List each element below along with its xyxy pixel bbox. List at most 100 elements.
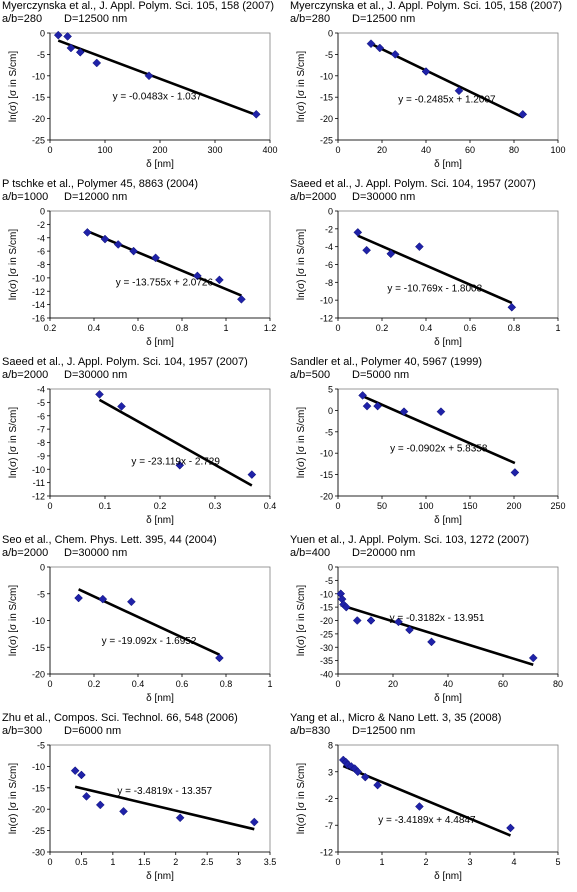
data-point <box>151 253 160 263</box>
x-tick-label: 0 <box>47 857 52 867</box>
y-tick-label: -5 <box>37 589 45 599</box>
x-tick-label: 20 <box>388 679 398 689</box>
equation-label: y = -19.092x - 1.6952 <box>102 636 197 647</box>
data-point <box>507 302 517 312</box>
chart-panel: Yang et al., Micro & Nano Lett. 3, 35 (2… <box>288 712 576 890</box>
x-tick-label: 0 <box>47 501 52 511</box>
y-tick-label: -20 <box>320 616 333 626</box>
y-axis-label: ln(σ) [σ in S/cm] <box>296 763 307 834</box>
y-tick-label: -14 <box>32 300 45 310</box>
data-point <box>454 86 464 96</box>
data-point <box>74 593 83 603</box>
aspect-ratio-label: a/b=280 <box>290 13 331 25</box>
scatter-plot: 8 3 -2 -7 -120 1 2 3 4 5 δ [nm] ln(σ) [σ in S/cm] y … <box>296 741 561 883</box>
y-axis-label: ln(σ) [σ in S/cm] <box>8 763 19 834</box>
scatter-plot: -4 -5 -6 -7 -8 -9 -10 -11 -120 0.1 0.2 0.3 0.4 δ [nm]… <box>8 385 276 527</box>
diameter-label: D=30000 nm <box>64 369 128 381</box>
chart-title: Myerczynska et al., J. Appl. Polym. Sci.… <box>290 0 563 12</box>
x-tick-label: 400 <box>262 145 277 155</box>
y-tick-label: -16 <box>32 314 45 324</box>
y-tick-label: 0 <box>40 563 45 573</box>
y-tick-label: 0 <box>40 29 45 39</box>
data-point <box>95 389 104 399</box>
data-point <box>436 407 446 417</box>
data-point <box>237 294 246 304</box>
x-tick-label: 250 <box>550 501 565 511</box>
y-tick-label: -12 <box>320 314 333 324</box>
y-tick-label: -4 <box>325 242 333 252</box>
y-tick-label: -20 <box>320 114 333 124</box>
y-axis-label: ln(σ) [σ in S/cm] <box>296 407 307 478</box>
equation-label: y = -0.0902x + 5.8358 <box>390 444 488 455</box>
y-tick-label: -15 <box>32 93 45 103</box>
data-point <box>510 468 520 477</box>
x-tick-label: 0.4 <box>88 323 101 333</box>
x-tick-label: 0 <box>335 679 340 689</box>
y-tick-label: -8 <box>37 438 45 448</box>
fit-line <box>362 395 516 465</box>
y-tick-label: -5 <box>325 576 333 586</box>
x-tick-label: 20 <box>377 145 387 155</box>
data-point <box>129 246 138 256</box>
plot-frame <box>337 32 559 141</box>
scatter-plot: 0-2-4-6-8-10-120 0.2 0.4 0.6 0.8 1δ [nm]ln(σ)… <box>296 207 561 349</box>
scatter-plot: 0 -2 -4 -6 -8 -10 -12 -14 -160.2 0.4 0.6 0.8 1 1.2 δ [… <box>8 207 277 349</box>
data-point <box>92 58 102 68</box>
scatter-plot: 0-5-10-15-20-25-30-35-400 20 40 60 80δ [nm]l… <box>296 563 563 705</box>
y-tick-label: -5 <box>37 50 45 60</box>
x-tick-label: 1.2 <box>264 323 277 333</box>
aspect-ratio-label: a/b=2000 <box>2 547 49 559</box>
y-axis-label: ln(σ) [σ in S/cm] <box>296 229 307 300</box>
data-point <box>375 43 385 53</box>
y-tick-label: -10 <box>320 449 333 459</box>
x-tick-label: 1 <box>267 679 272 689</box>
diameter-label: D=30000 nm <box>352 191 416 203</box>
chart-header: Saeed et al., J. Appl. Polym. Sci. 104, … <box>2 356 288 382</box>
equation-label: y = -13.755x + 2.0726 <box>116 277 214 288</box>
diameter-label: D=12000 nm <box>64 191 128 203</box>
data-point <box>518 109 528 119</box>
data-point <box>82 792 91 801</box>
data-point <box>66 43 76 53</box>
fit-line <box>357 234 513 305</box>
data-point <box>193 271 202 281</box>
y-tick-label: -6 <box>325 260 333 270</box>
data-point <box>175 813 185 823</box>
data-point <box>117 402 126 411</box>
chart-header: Yuen et al., J. Appl. Polym. Sci. 103, 1… <box>290 534 576 560</box>
y-axis-label: ln(σ) [σ in S/cm] <box>8 407 19 478</box>
x-tick-label: 0.4 <box>420 323 433 333</box>
x-axis-label: δ [nm] <box>434 693 462 704</box>
x-tick-label: 0.4 <box>132 679 145 689</box>
y-tick-label: 3 <box>328 767 333 777</box>
diameter-label: D=12500 nm <box>352 725 416 737</box>
x-tick-label: 0 <box>335 145 340 155</box>
data-point <box>251 109 261 119</box>
chart-panel: Sandler et al., Polymer 40, 5967 (1999) a… <box>288 356 576 534</box>
data-point <box>421 67 431 76</box>
chart-panel: P tschke et al., Polymer 45, 8863 (2004)… <box>0 178 288 356</box>
x-tick-label: 2 <box>173 857 178 867</box>
x-tick-label: 0.3 <box>209 501 222 511</box>
x-tick-label: 1 <box>110 857 115 867</box>
scatter-plot: -5 -10 -15 -20 -25 -300 0.5 1 1.5 2 2.5 3 3.5 δ [nm] l… <box>8 741 276 883</box>
x-tick-label: 0 <box>47 145 52 155</box>
data-point <box>98 594 108 604</box>
data-point <box>113 240 123 249</box>
y-axis-label: ln(σ) [σ in S/cm] <box>8 51 19 122</box>
data-point <box>415 802 424 811</box>
data-point <box>77 770 86 780</box>
x-tick-label: 0.2 <box>154 501 167 511</box>
y-tick-label: -8 <box>325 278 333 288</box>
y-tick-label: -15 <box>320 470 333 480</box>
equation-label: y = -0.3182x - 13.951 <box>390 613 485 624</box>
data-point <box>53 30 63 40</box>
data-point <box>360 772 370 782</box>
x-tick-label: 0.2 <box>88 679 101 689</box>
aspect-ratio-label: a/b=1000 <box>2 191 49 203</box>
x-tick-label: 0 <box>335 857 340 867</box>
x-tick-label: 40 <box>443 679 453 689</box>
x-axis-label: δ [nm] <box>146 515 174 526</box>
y-tick-label: 0 <box>328 406 333 416</box>
